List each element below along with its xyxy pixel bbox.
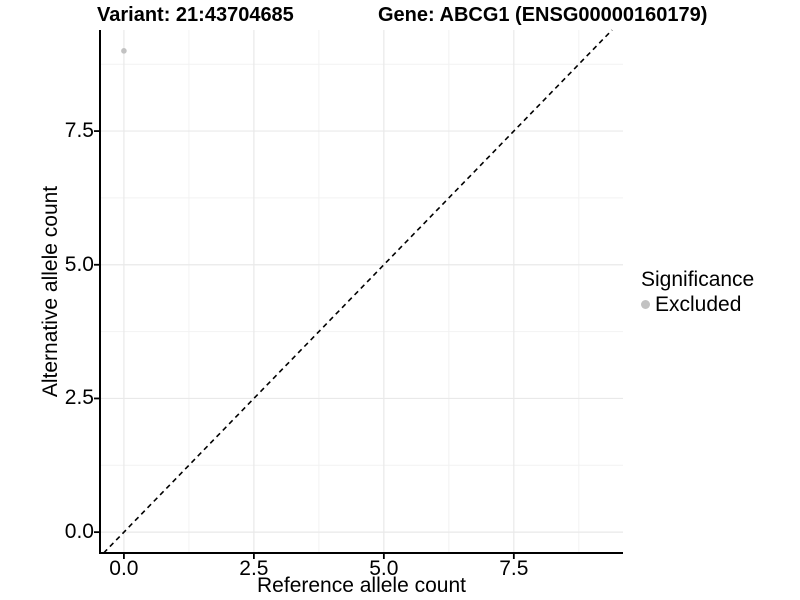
legend-item-label: Excluded — [655, 292, 742, 316]
y-tick-label: 0.0 — [64, 520, 94, 544]
x-tick-label: 7.5 — [499, 557, 529, 580]
variant-title: Variant: 21:43704685 — [97, 4, 294, 26]
y-tick-label: 7.5 — [64, 119, 94, 143]
legend: Significance Excluded — [641, 267, 754, 317]
data-point — [121, 48, 127, 54]
x-tick-label: 5.0 — [369, 557, 399, 580]
x-tick-label: 0.0 — [109, 557, 139, 580]
y-tick-label: 2.5 — [64, 386, 94, 410]
identity-reference-line — [103, 29, 613, 554]
legend-title: Significance — [641, 268, 755, 291]
legend-point-icon — [641, 300, 650, 309]
legend-item-excluded: Excluded — [641, 292, 754, 317]
y-tick-label: 5.0 — [64, 252, 94, 276]
y-axis-title: Alternative allele count — [39, 185, 62, 398]
gene-title: Gene: ABCG1 (ENSG00000160179) — [378, 4, 708, 26]
x-tick-label: 2.5 — [239, 557, 269, 580]
x-axis-title: Reference allele count — [257, 574, 466, 597]
